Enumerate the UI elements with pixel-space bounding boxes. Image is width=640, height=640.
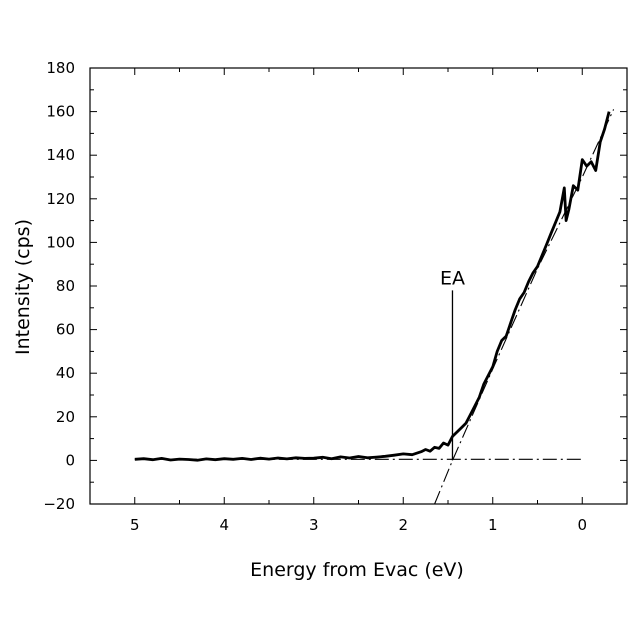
- y-tick-label: 120: [46, 190, 75, 208]
- y-tick-label: 180: [46, 59, 75, 77]
- y-tick-label: 80: [56, 277, 75, 295]
- y-tick-label: −20: [43, 495, 75, 513]
- fit-line-2: [435, 109, 614, 504]
- y-tick-label: 100: [46, 233, 75, 251]
- x-tick-label: 2: [398, 516, 408, 534]
- annotation-layer: EA: [440, 267, 465, 460]
- y-tick-label: 60: [56, 321, 75, 339]
- chart: 5 4 3 2 1 0 −20 0 20 40 60 80 100 120 140 160 180 EA Ene…: [0, 0, 640, 640]
- spectrum-series-line: [135, 112, 609, 461]
- y-tick-label: 40: [56, 364, 75, 382]
- series-layer: [135, 109, 614, 504]
- x-tick-label: 1: [488, 516, 498, 534]
- x-tick-label: 4: [219, 516, 229, 534]
- x-tick-label: 3: [309, 516, 319, 534]
- ea-annotation-label: EA: [440, 267, 465, 289]
- x-tick-label: 0: [577, 516, 587, 534]
- y-tick-label: 20: [56, 408, 75, 426]
- x-axis-title: Energy from Evac (eV): [250, 559, 464, 581]
- y-tick-label: 0: [65, 451, 75, 469]
- y-tick-label: 160: [46, 103, 75, 121]
- y-tick-label: 140: [46, 146, 75, 164]
- y-axis-title: Intensity (cps): [12, 219, 34, 355]
- plot-frame: [90, 68, 627, 504]
- x-tick-label: 5: [130, 516, 140, 534]
- ticks: 5 4 3 2 1 0 −20 0 20 40 60 80 100 120 140 160 180: [43, 59, 627, 534]
